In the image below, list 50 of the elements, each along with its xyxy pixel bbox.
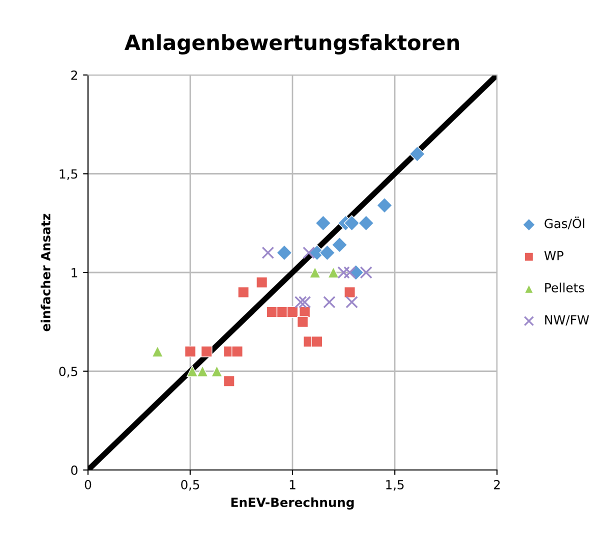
point [409, 146, 426, 162]
legend-label: NW/FW [545, 315, 589, 326]
point [344, 286, 356, 298]
point [360, 266, 372, 279]
point [232, 346, 244, 358]
point [315, 215, 332, 232]
point [319, 244, 336, 261]
point [311, 336, 323, 348]
point [332, 236, 348, 253]
y-tick-label: 2 [71, 70, 78, 80]
point [323, 296, 336, 308]
point [296, 316, 308, 328]
legend-label: Gas/Öl [544, 216, 584, 230]
point [286, 306, 298, 318]
point [184, 346, 196, 358]
chart-title: Anlagenbewertungsfaktoren [124, 34, 459, 54]
point [238, 286, 250, 298]
point [298, 296, 311, 308]
point [262, 246, 274, 259]
legend-label: Pellets [545, 282, 584, 292]
point [344, 266, 356, 279]
x-tick-label: 0,5 [181, 480, 200, 491]
point [211, 366, 223, 377]
point [302, 246, 316, 259]
x-tick-label: 1,5 [386, 480, 404, 491]
point [256, 276, 268, 288]
point [309, 266, 321, 278]
point [358, 215, 374, 232]
y-axis-title: einfacher Ansatz [40, 214, 50, 332]
point [344, 215, 360, 232]
y-tick-label: 1,5 [60, 169, 78, 180]
point [294, 296, 307, 308]
legend-label: WP [544, 251, 564, 260]
point [196, 366, 208, 377]
point [186, 366, 198, 377]
point [376, 197, 392, 214]
point [337, 266, 350, 279]
point [346, 296, 358, 308]
point [200, 346, 212, 358]
point [276, 244, 292, 261]
point [152, 346, 164, 358]
point [223, 375, 235, 387]
y-tick-label: 0 [71, 465, 78, 475]
y-tick-label: 1 [72, 268, 78, 278]
x-tick-label: 0 [84, 480, 92, 490]
point [328, 266, 340, 278]
x-tick-label: 1 [290, 480, 296, 490]
x-axis-title: EnEV-Berechnung [231, 497, 354, 510]
x-tick-label: 2 [494, 480, 500, 490]
y-tick-label: 0,5 [59, 366, 78, 378]
